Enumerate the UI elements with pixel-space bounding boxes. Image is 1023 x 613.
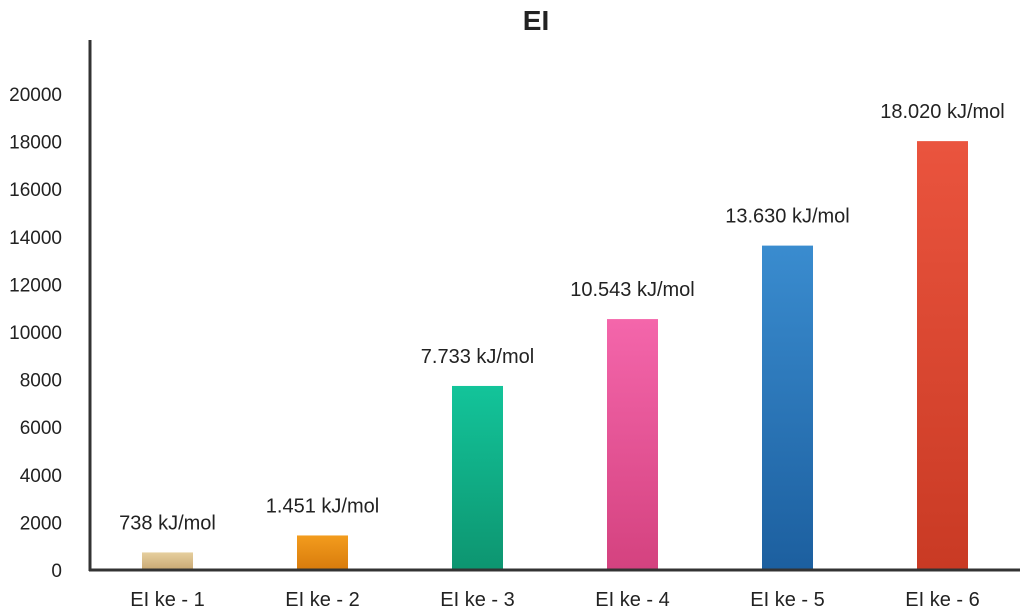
data-label-3: 7.733 kJ/mol	[421, 346, 534, 368]
x-category-label-2: EI ke - 2	[285, 589, 359, 611]
y-tick-labels: 0 2000 4000 6000 8000 10000 12000 14000 16000 180…	[9, 85, 62, 582]
y-tick-label-0: 0	[51, 561, 62, 582]
y-tick-label-10000: 10000	[9, 323, 62, 344]
y-tick-label-4000: 4000	[20, 466, 62, 487]
x-category-label-1: EI ke - 1	[130, 589, 204, 611]
y-tick-label-14000: 14000	[9, 228, 62, 249]
data-label-2: 1.451 kJ/mol	[266, 495, 379, 517]
x-category-label-5: EI ke - 5	[750, 589, 824, 611]
bar-1	[142, 552, 193, 570]
bar-2	[297, 535, 348, 570]
y-tick-label-12000: 12000	[9, 275, 62, 296]
y-tick-label-18000: 18000	[9, 133, 62, 154]
bar-4	[607, 319, 658, 570]
chart-title: EI	[523, 5, 549, 36]
y-tick-label-6000: 6000	[20, 418, 62, 439]
bar-5	[762, 245, 813, 570]
x-category-label-6: EI ke - 6	[905, 589, 979, 611]
bar-3	[452, 385, 503, 570]
data-label-1: 738 kJ/mol	[119, 512, 216, 534]
bars-layer	[142, 141, 968, 570]
data-label-4: 10.543 kJ/mol	[570, 279, 695, 301]
data-label-5: 13.630 kJ/mol	[725, 206, 850, 228]
y-tick-label-8000: 8000	[20, 371, 62, 392]
axes-layer	[88, 40, 1020, 572]
bar-6	[917, 141, 968, 570]
x-category-labels: EI ke - 1 EI ke - 2 EI ke - 3 EI ke - 4 EI k…	[130, 589, 979, 611]
data-labels: 738 kJ/mol 1.451 kJ/mol 7.733 kJ/mol 10.543…	[119, 101, 1005, 534]
y-tick-label-2000: 2000	[20, 513, 62, 534]
x-category-label-4: EI ke - 4	[595, 589, 669, 611]
data-label-6: 18.020 kJ/mol	[880, 101, 1005, 123]
y-tick-label-20000: 20000	[9, 85, 62, 106]
x-category-label-3: EI ke - 3	[440, 589, 514, 611]
y-tick-label-16000: 16000	[9, 180, 62, 201]
